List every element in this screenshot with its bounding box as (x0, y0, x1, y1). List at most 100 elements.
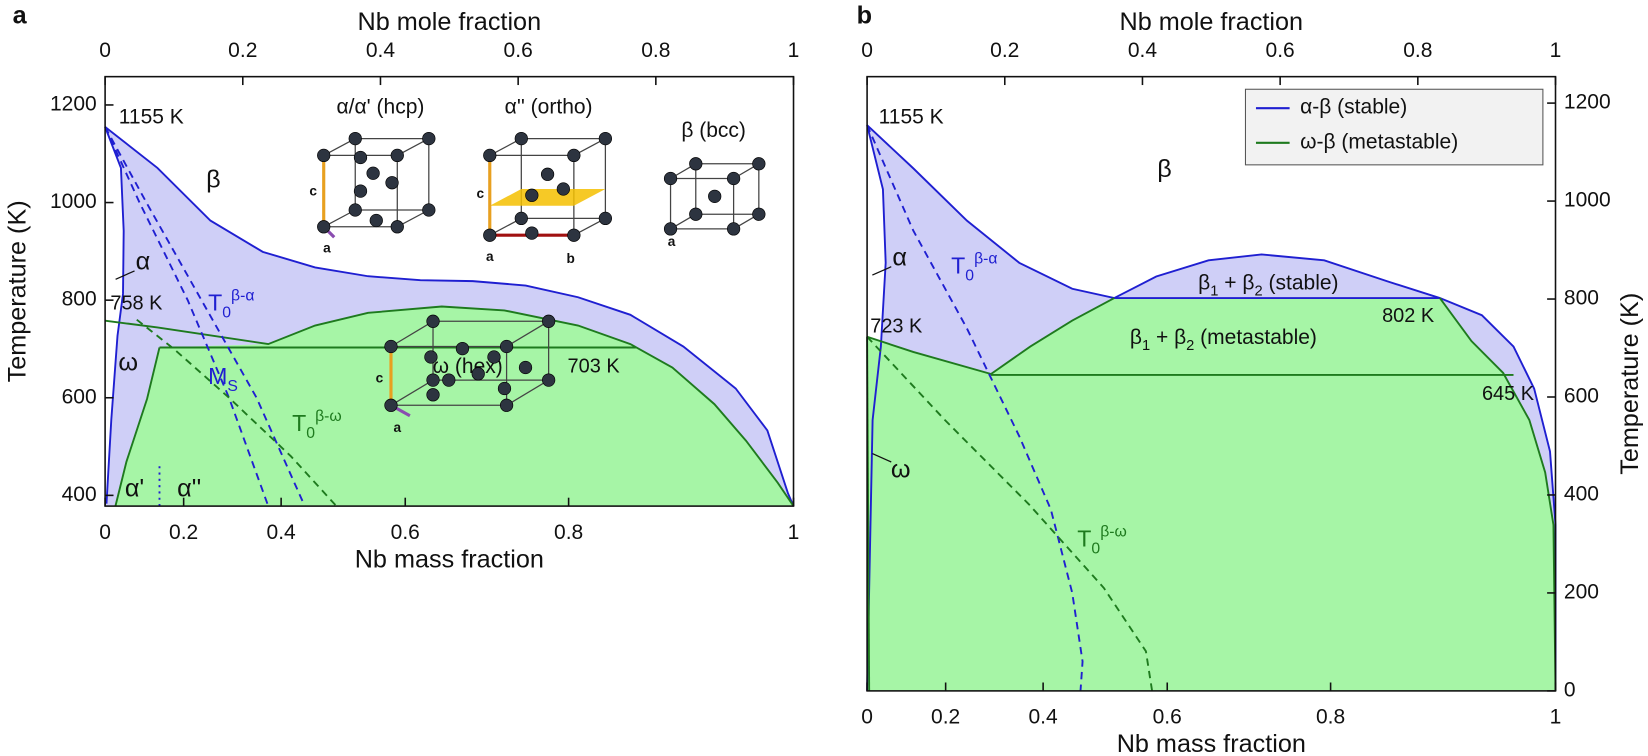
x-axis-title-top: Nb mole fraction (358, 8, 542, 36)
phase-boundary (866, 336, 1154, 692)
atom (518, 360, 533, 375)
top-tick-label: 0.2 (990, 39, 1019, 62)
annotation-part: 0 (306, 425, 315, 442)
atom (353, 150, 368, 165)
y-axis-title: Temperature (K) (1616, 293, 1644, 475)
annotation-part: β-α (231, 287, 254, 304)
x-tick-label: 0 (861, 706, 873, 729)
atom (540, 167, 555, 181)
annotation-part: 723 K (870, 316, 923, 338)
legend-label: α-β (stable) (1300, 96, 1407, 119)
annotation-part: 0 (1091, 540, 1100, 557)
atom (499, 398, 514, 412)
pointer-arrow (872, 453, 892, 463)
y-tick-label: 1000 (50, 190, 97, 213)
inset-axis-label: a (323, 240, 331, 255)
shear-plane (489, 189, 606, 206)
phase-boundary (104, 305, 795, 507)
atom (487, 350, 501, 364)
inset-title: α'' (ortho) (505, 96, 593, 119)
plot-frame (866, 75, 1557, 692)
atom (366, 166, 380, 180)
inset-axis-label: a (393, 420, 401, 435)
annotation: T0β-ω (1077, 523, 1127, 557)
annotation: 723 K (870, 316, 923, 338)
cell-edge (390, 320, 434, 348)
annotation-part: ω (891, 455, 911, 483)
top-tick-label: 0.4 (1128, 39, 1158, 62)
x-tick-label: 0.2 (931, 706, 960, 729)
atom (663, 222, 678, 236)
atom (726, 171, 741, 186)
phase-region (115, 306, 794, 507)
phase-boundary (104, 126, 270, 507)
atom (542, 314, 556, 328)
annotation-part: (stable) (1263, 271, 1339, 294)
annotation-part: 1 (1142, 338, 1150, 354)
atom (663, 171, 678, 186)
cell-edge (506, 320, 549, 348)
top-tick-label: 0.4 (366, 39, 396, 62)
y-tick-label: 400 (1564, 483, 1599, 506)
x-tick-label: 0.4 (1029, 706, 1059, 729)
panel-label: a (13, 1, 28, 29)
atom (426, 373, 440, 387)
atom (525, 188, 539, 202)
x-tick-label: 0.8 (554, 521, 583, 544)
atom (348, 131, 362, 146)
annotation-part: β (1157, 155, 1172, 183)
phase-boundary (866, 124, 1557, 691)
annotation-part: β-ω (1100, 523, 1127, 540)
cell-edge (390, 379, 434, 406)
x-tick-label: 1 (1550, 706, 1562, 729)
annotation: 1155 K (119, 105, 184, 128)
annotation-part: 0 (222, 304, 231, 321)
annotation: β1 + β2 (stable) (1198, 271, 1338, 299)
atom (369, 213, 383, 228)
atom (499, 339, 514, 354)
atom (689, 207, 703, 221)
phase-region (105, 126, 124, 507)
x-tick-label: 0.2 (169, 521, 198, 544)
annotation: 758 K (110, 293, 163, 315)
atom (514, 211, 528, 226)
legend-box (1244, 88, 1544, 166)
atom (567, 228, 581, 242)
y-tick-label: 400 (62, 483, 97, 506)
x-axis-title: Nb mass fraction (1117, 730, 1306, 756)
annotation-part: 1 (1210, 283, 1218, 299)
x-axis-title-top: Nb mole fraction (1120, 8, 1304, 36)
inset-title: β (bcc) (681, 119, 746, 142)
annotation: α (892, 243, 907, 271)
annotation-part: 645 K (1482, 383, 1535, 405)
x-tick-label: 0 (99, 521, 111, 544)
atom (598, 211, 613, 226)
annotation: β1 + β2 (metastable) (1130, 326, 1317, 354)
phase-boundary (1439, 297, 1557, 691)
pointer-arrow (872, 266, 892, 276)
annotation-part: S (227, 378, 238, 395)
annotation-part: + β (1218, 271, 1254, 294)
annotation-part: β (1198, 271, 1210, 294)
y-axis-title: Temperature (K) (4, 200, 32, 382)
phase-boundary (866, 124, 887, 691)
annotation: ω (891, 455, 911, 483)
annotation-part: 703 K (568, 356, 621, 378)
top-tick-label: 1 (788, 39, 800, 62)
atom (542, 373, 556, 387)
atom (384, 339, 398, 354)
annotation-part: 2 (1254, 283, 1262, 299)
annotation-part: T (951, 253, 965, 279)
atom (525, 226, 539, 240)
atom (497, 381, 512, 396)
x-tick-label: 0.6 (391, 521, 420, 544)
inset-axis-label: c (376, 371, 384, 386)
annotation-part: 1155 K (879, 105, 944, 128)
annotation-part: + β (1150, 326, 1186, 349)
legend-label: ω-β (metastable) (1300, 130, 1458, 153)
annotation-part: 2 (1186, 338, 1194, 354)
y-tick-label: 0 (1564, 678, 1576, 701)
annotation: 802 K (1382, 305, 1435, 327)
